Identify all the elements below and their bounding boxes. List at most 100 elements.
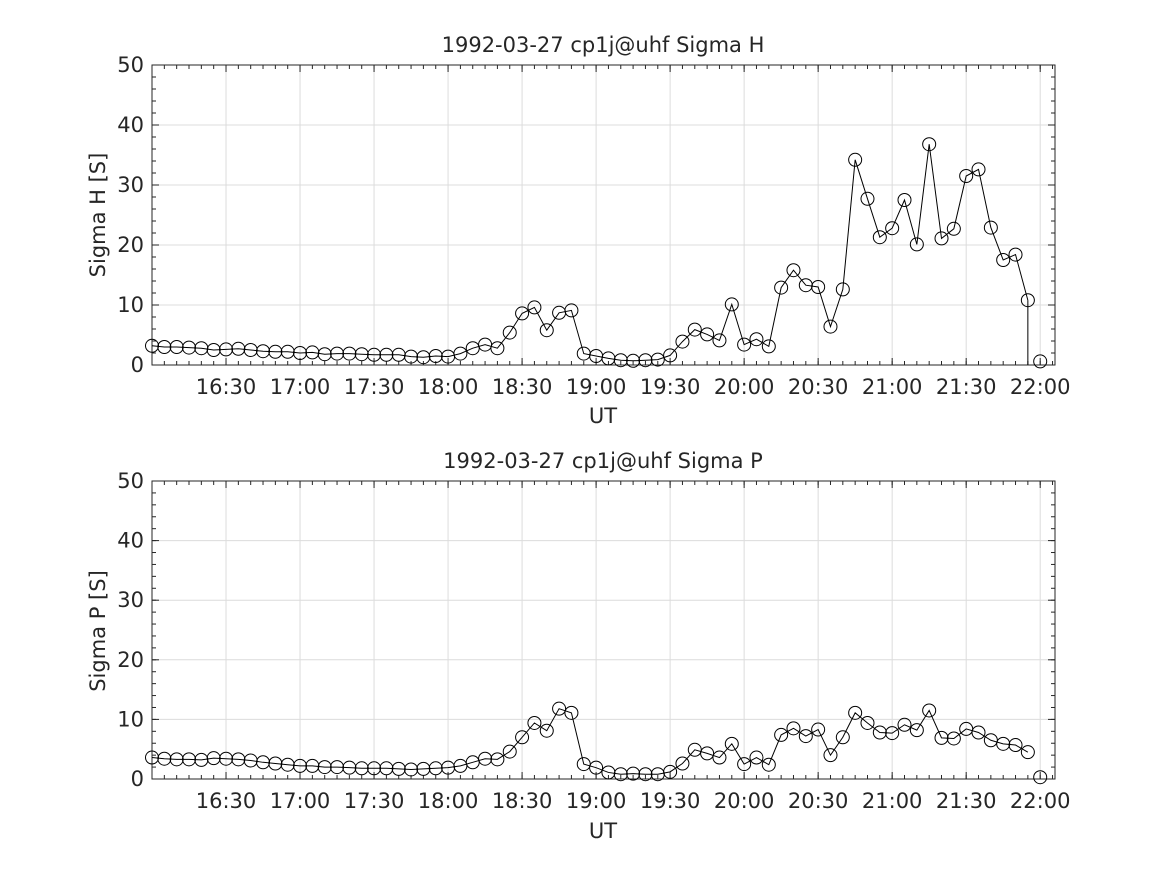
- sigma-h-data-point: [428, 349, 443, 363]
- sigma-h-ytick-label: 30: [117, 173, 144, 197]
- sigma-h-data-point: [342, 346, 357, 361]
- sigma-p-data-point: [145, 750, 159, 765]
- sigma-h-data-point: [872, 230, 887, 245]
- sigma-h-title: 1992-03-27 cp1j@uhf Sigma H: [442, 33, 765, 57]
- sigma-p-data-point: [342, 760, 357, 775]
- sigma-p-data-point: [379, 761, 394, 776]
- sigma-p-data-point: [515, 730, 530, 745]
- sigma-p-data-point: [564, 705, 579, 720]
- sigma-h-data-point: [613, 353, 628, 368]
- sigma-h-data-point: [1033, 354, 1048, 369]
- sigma-p-title: 1992-03-27 cp1j@uhf Sigma P: [443, 449, 763, 473]
- sigma-h-data-point: [453, 346, 468, 361]
- sigma-p-axes-frame: [151, 480, 1056, 780]
- sigma-h-data-point: [663, 348, 678, 363]
- sigma-p-grid: [152, 480, 1055, 780]
- sigma-h-data-point: [909, 237, 924, 252]
- sigma-p-data-point: [922, 703, 937, 718]
- sigma-p-xtick-label: 18:00: [418, 789, 479, 813]
- sigma-p-data-point: [724, 736, 739, 751]
- sigma-h-data-point: [527, 300, 542, 315]
- sigma-p-data-point: [934, 730, 949, 745]
- sigma-p-xtick-label: 22:00: [1010, 789, 1071, 813]
- sigma-h-data-point: [280, 344, 295, 359]
- sigma-h-data-point: [996, 253, 1011, 267]
- sigma-p-data-point: [971, 725, 986, 740]
- sigma-h-data-point: [638, 353, 653, 368]
- sigma-h-data-point: [515, 306, 530, 321]
- sigma-h-xlabel: UT: [589, 404, 617, 428]
- sigma-h-data-point: [823, 319, 838, 334]
- sigma-p-xtick-label: 20:00: [714, 789, 775, 813]
- sigma-p-data-point: [835, 730, 850, 745]
- sigma-p-data-point: [589, 760, 604, 775]
- sigma-h-data-point: [354, 347, 369, 362]
- sigma-p-data-point: [897, 717, 912, 732]
- sigma-h-ytick-label: 40: [117, 113, 144, 137]
- sigma-p-data-point: [638, 767, 653, 782]
- sigma-h-data-point: [946, 221, 961, 236]
- sigma-p-data-point: [256, 755, 271, 770]
- sigma-p-data-point: [946, 731, 961, 746]
- sigma-p-data-point: [293, 758, 308, 773]
- sigma-h-data-point: [835, 282, 850, 297]
- sigma-h-data-point: [650, 352, 665, 367]
- sigma-h-data-point: [700, 327, 715, 342]
- sigma-p-data-point: [268, 756, 283, 771]
- sigma-p-data-point: [1020, 745, 1035, 760]
- sigma-p-data-point: [317, 760, 332, 775]
- sigma-p-data-point: [700, 746, 715, 761]
- sigma-h-data-point: [169, 340, 184, 354]
- sigma-h-data-point: [367, 347, 382, 362]
- sigma-h-data-point: [564, 303, 579, 318]
- sigma-h-data-point: [724, 297, 739, 312]
- sigma-h-data-point: [885, 221, 900, 236]
- sigma-h-data-point: [157, 340, 172, 354]
- sigma-p-xtick-label: 21:30: [936, 789, 997, 813]
- sigma-p-data-point: [206, 751, 221, 766]
- sigma-h-xtick-label: 18:00: [418, 375, 479, 399]
- sigma-p-data-point: [848, 705, 863, 720]
- sigma-h-data-point: [971, 162, 986, 177]
- sigma-h-data-point: [293, 346, 308, 360]
- sigma-h-data-point: [687, 322, 702, 337]
- sigma-p-data-point: [305, 758, 320, 773]
- sigma-h-xtick-label: 21:00: [862, 375, 923, 399]
- sigma-p-xtick-label: 19:30: [640, 789, 701, 813]
- sigma-p-data-point: [416, 761, 431, 776]
- sigma-p-data-point: [737, 757, 752, 772]
- sigma-h-data-point: [379, 347, 394, 362]
- sigma-h-data-point: [626, 353, 641, 368]
- sigma-p-data-point: [613, 767, 628, 782]
- sigma-h-data-point: [749, 332, 764, 347]
- sigma-p-data-point: [860, 715, 875, 730]
- sigma-h-xtick-label: 20:00: [714, 375, 775, 399]
- sigma-h-data-point: [934, 231, 949, 246]
- sigma-h-ylabel: Sigma H [S]: [86, 153, 110, 278]
- sigma-p-data-point: [761, 757, 776, 772]
- sigma-h-data-point: [811, 280, 826, 294]
- sigma-p-data-point: [749, 750, 764, 765]
- sigma-h-data-point: [774, 280, 789, 295]
- sigma-h-data-point: [317, 347, 332, 362]
- sigma-h-data-point: [243, 343, 258, 357]
- sigma-p-data-point: [811, 722, 826, 737]
- sigma-h-data-point: [860, 191, 875, 206]
- sigma-h-xtick-label: 20:30: [788, 375, 849, 399]
- sigma-h-xtick-label: 19:30: [640, 375, 701, 399]
- sigma-h-data-point: [219, 342, 234, 357]
- sigma-h-ytick-label: 50: [117, 53, 144, 77]
- sigma-h-ytick-label: 10: [117, 293, 144, 317]
- sigma-h-data-point: [145, 338, 159, 353]
- sigma-h-data-point: [737, 337, 752, 352]
- sigma-p-data-point: [182, 752, 197, 767]
- sigma-p-data-point: [391, 761, 406, 776]
- sigma-h-series-line: [151, 144, 1029, 362]
- sigma-p-data-point: [157, 751, 172, 766]
- sigma-h-data-point: [1008, 247, 1023, 262]
- sigma-p-data-point: [1008, 738, 1023, 753]
- sigma-p-data-point: [774, 727, 789, 742]
- sigma-p-data-point: [996, 736, 1011, 751]
- sigma-p-data-point: [219, 751, 234, 766]
- sigma-p-data-point: [490, 752, 505, 767]
